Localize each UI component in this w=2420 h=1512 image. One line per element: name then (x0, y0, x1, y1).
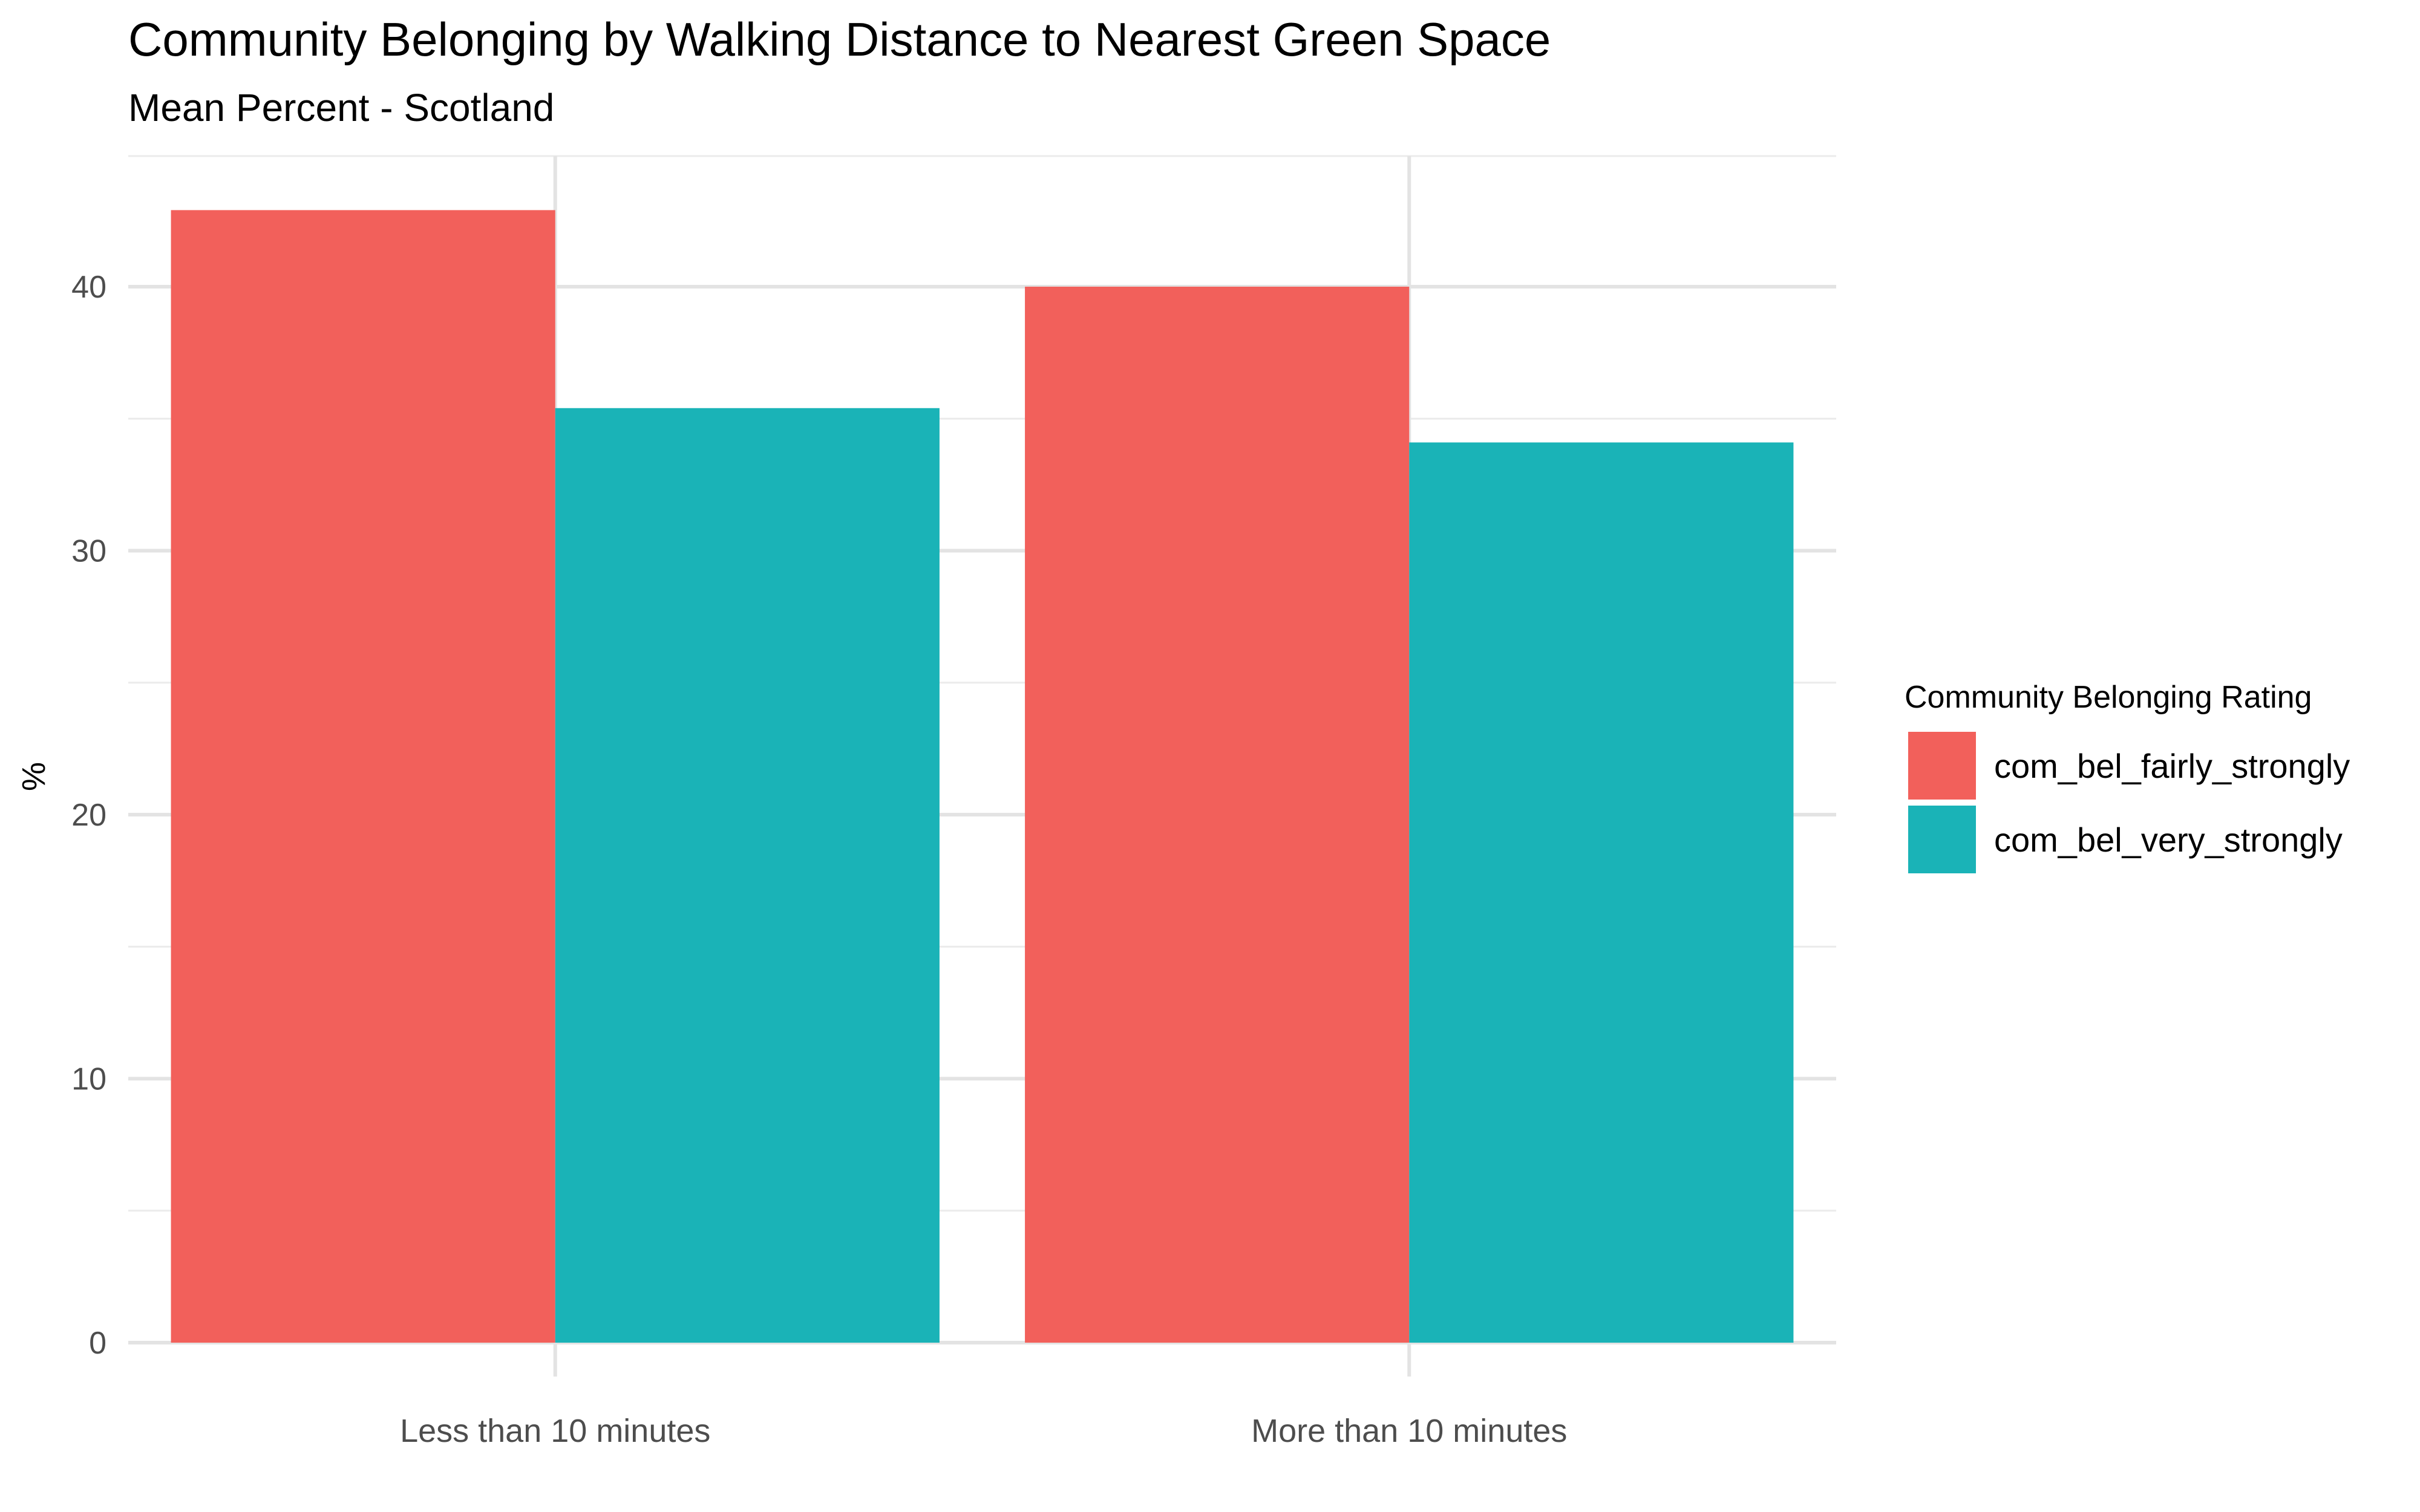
y-axis-tick-labels: 0 10 20 30 40 (71, 270, 106, 1361)
bar-com_bel_very_strongly-2 (1409, 442, 1794, 1343)
legend-key-com_bel_fairly_strongly (1908, 732, 1976, 800)
legend-key-com_bel_very_strongly (1908, 806, 1976, 873)
bar-com_bel_very_strongly-1 (555, 408, 940, 1343)
legend-label-com_bel_fairly_strongly: com_bel_fairly_strongly (1994, 747, 2350, 785)
y-axis-title: % (16, 762, 52, 791)
y-tick-label: 0 (89, 1326, 106, 1361)
bar-com_bel_fairly_strongly-2 (1025, 287, 1410, 1343)
legend-label-com_bel_very_strongly: com_bel_very_strongly (1994, 821, 2343, 859)
x-tick-label: Less than 10 minutes (400, 1413, 710, 1449)
chart-title: Community Belonging by Walking Distance … (128, 13, 1551, 66)
y-tick-label: 40 (71, 270, 106, 305)
y-tick-label: 30 (71, 534, 106, 569)
y-tick-label: 20 (71, 798, 106, 833)
y-tick-label: 10 (71, 1062, 106, 1097)
bar-marks (171, 210, 1794, 1343)
legend: Community Belonging Rating com_bel_fairl… (1905, 680, 2350, 873)
bar-com_bel_fairly_strongly-1 (171, 210, 555, 1343)
chart-subtitle: Mean Percent - Scotland (128, 86, 554, 129)
x-tick-label: More than 10 minutes (1251, 1413, 1567, 1449)
legend-items: com_bel_fairly_strongly com_bel_very_stro… (1908, 732, 2350, 873)
x-axis-tick-labels: Less than 10 minutes More than 10 minutes (400, 1413, 1567, 1449)
legend-title: Community Belonging Rating (1905, 680, 2312, 715)
